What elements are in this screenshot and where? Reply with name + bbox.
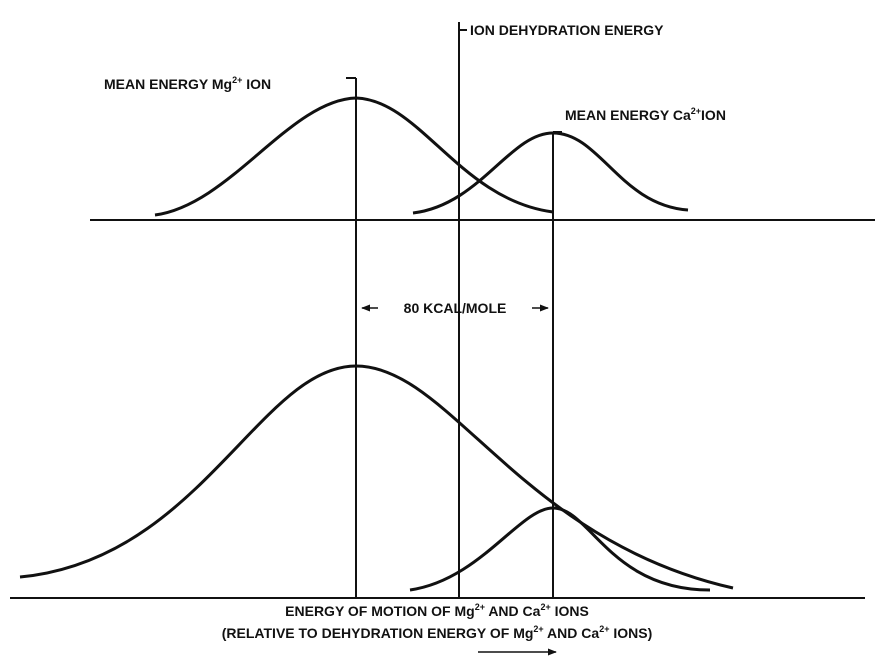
label-sup: 2+ — [232, 75, 242, 85]
label-part: MEAN ENERGY Mg — [104, 76, 232, 92]
label-sup: 2+ — [599, 624, 609, 634]
label-part: ENERGY OF MOTION OF Mg — [285, 603, 475, 619]
label-part: AND Ca — [544, 625, 600, 641]
gap-label: 80 KCAL/MOLE — [404, 300, 507, 316]
label-part: AND Ca — [485, 603, 541, 619]
label-part: ION — [242, 76, 271, 92]
x-axis-label: ENERGY OF MOTION OF Mg2+ AND Ca2+ IONS — [285, 602, 589, 619]
dehydration-label: ION DEHYDRATION ENERGY — [470, 22, 664, 38]
mg-curve-bottom — [19, 364, 734, 590]
label-part: MEAN ENERGY Ca — [565, 107, 691, 123]
label-part: IONS) — [609, 625, 652, 641]
mg-curve-top — [154, 96, 554, 217]
label-part: IONS — [551, 603, 589, 619]
label-sup: 2+ — [475, 602, 485, 612]
mg-mean-label: MEAN ENERGY Mg2+ ION — [104, 75, 271, 92]
label-part: (RELATIVE TO DEHYDRATION ENERGY OF Mg — [222, 625, 534, 641]
ca-curve-top — [412, 131, 689, 215]
label-sup: 2+ — [533, 624, 543, 634]
ca-mean-label: MEAN ENERGY Ca2+ION — [565, 106, 726, 123]
label-sup: 2+ — [691, 106, 701, 116]
ca-curve-bottom — [409, 506, 711, 592]
label-part: ION — [701, 107, 726, 123]
label-sup: 2+ — [540, 602, 550, 612]
x-axis-sublabel: (RELATIVE TO DEHYDRATION ENERGY OF Mg2+ … — [222, 624, 652, 641]
